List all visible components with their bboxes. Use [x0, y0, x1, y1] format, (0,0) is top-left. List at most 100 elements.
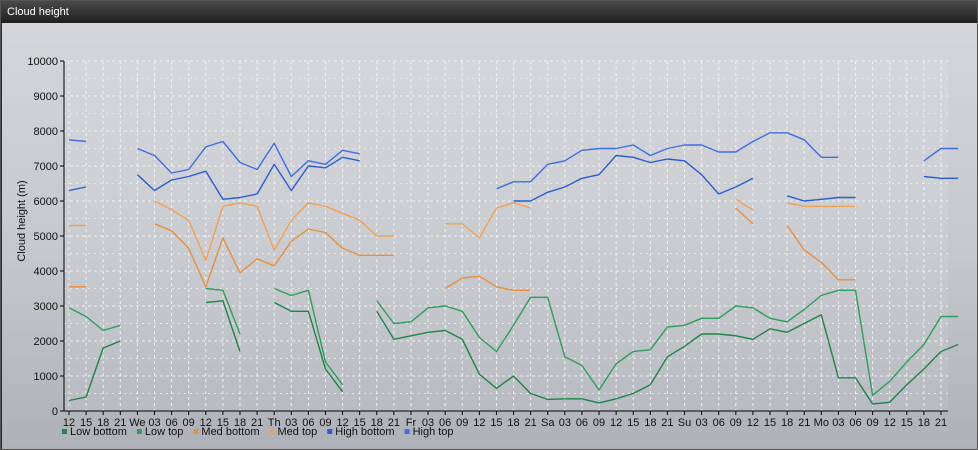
series-line-segment	[205, 300, 241, 352]
series-line-segment	[786, 202, 856, 208]
x-tick-label: 18	[371, 417, 383, 429]
x-tick-label: 09	[456, 417, 468, 429]
series-line-segment	[205, 287, 241, 335]
x-tick-label: 21	[114, 417, 126, 429]
y-tick-label: 0	[52, 406, 58, 418]
x-tick-label: 15	[764, 417, 776, 429]
legend-label: High top	[413, 426, 454, 438]
x-tick-label: 12	[473, 417, 485, 429]
x-tick-label: 12	[200, 417, 212, 429]
series-line-segment	[786, 225, 856, 281]
series-line-segment	[68, 307, 121, 332]
legend-label: Med top	[278, 426, 318, 438]
x-tick-label: 18	[97, 417, 109, 429]
x-tick-label: Su	[678, 417, 691, 429]
x-tick-label: 15	[490, 417, 502, 429]
x-tick-label: Th	[268, 417, 281, 429]
series-low-top	[68, 287, 959, 396]
x-tick-label: 21	[388, 417, 400, 429]
series-line-segment	[68, 139, 87, 143]
series-line-segment	[68, 186, 87, 192]
series-high-top	[68, 132, 959, 190]
y-tick-label: 3000	[34, 301, 58, 313]
x-tick-label: 21	[251, 417, 263, 429]
x-tick-label: 06	[302, 417, 314, 429]
series-line-segment	[273, 287, 344, 386]
legend-item: High top	[404, 426, 454, 438]
cloud-height-chart: 0 1000 2000 3000 4000 5000 6000 7000 8000 9000 100…	[16, 56, 959, 438]
x-tick-label: 12	[336, 417, 348, 429]
x-tick-label: 03	[832, 417, 844, 429]
legend-swatch	[327, 429, 333, 434]
window-title: Cloud height	[1, 1, 977, 23]
legend-label: High bottom	[335, 426, 394, 438]
x-tick-label: 12	[884, 417, 896, 429]
series-line-segment	[513, 154, 754, 202]
series-line-segment	[444, 275, 531, 291]
x-tick-label: 06	[849, 417, 861, 429]
x-tick-label: 15	[901, 417, 913, 429]
y-tick-label: 1000	[34, 371, 58, 383]
legend-swatch	[62, 429, 67, 434]
series-line-segment	[923, 175, 959, 180]
series-low-bottom	[68, 300, 959, 405]
legend-swatch	[136, 429, 142, 434]
x-tick-label: 09	[319, 417, 331, 429]
legend-label: Low top	[145, 426, 184, 438]
y-tick-label: 4000	[34, 266, 58, 278]
x-tick-label: 03	[559, 417, 571, 429]
y-tick-label: 9000	[34, 91, 58, 103]
y-tick-label: 2000	[34, 336, 58, 348]
legend-item: Med bottom	[193, 426, 260, 438]
x-tick-label: We	[129, 417, 145, 429]
x-tick-label: Fr	[406, 417, 417, 429]
x-tick-label: 06	[576, 417, 588, 429]
legend-item: Low bottom	[62, 426, 127, 438]
x-tick-label: 03	[696, 417, 708, 429]
y-tick-label: 6000	[34, 196, 58, 208]
series-line-segment	[923, 147, 959, 162]
series-line-segment	[496, 132, 839, 190]
x-tick-label: 12	[747, 417, 759, 429]
legend-item: Med top	[269, 426, 318, 438]
series-line-segment	[376, 310, 959, 405]
x-tick-label: 21	[798, 417, 810, 429]
y-tick-label: 7000	[34, 161, 58, 173]
x-tick-label: 09	[730, 417, 742, 429]
y-tick-label: 10000	[27, 56, 58, 68]
y-tick-label: 8000	[34, 126, 58, 138]
x-tick-label: 15	[80, 417, 92, 429]
x-tick-label: 09	[593, 417, 605, 429]
grid	[64, 60, 948, 412]
x-tick-label: 21	[935, 417, 947, 429]
y-tick-label: 5000	[34, 231, 58, 243]
x-tick-label: 03	[285, 417, 297, 429]
legend-swatch	[269, 429, 275, 434]
series-med-bottom	[69, 207, 856, 291]
x-tick-label: 21	[661, 417, 673, 429]
chart-panel: 0 1000 2000 3000 4000 5000 6000 7000 8000 9000 100…	[2, 23, 977, 449]
legend-label: Med bottom	[201, 426, 259, 438]
x-tick-label: 21	[525, 417, 537, 429]
legend-item: High bottom	[327, 426, 395, 438]
series-med-top	[69, 198, 856, 262]
x-tick-label: 12	[63, 417, 75, 429]
x-tick-label: 18	[781, 417, 793, 429]
x-tick-label: 15	[354, 417, 366, 429]
series-line-segment	[786, 195, 856, 202]
plot-area	[64, 61, 948, 411]
series-high-bottom	[68, 154, 959, 202]
x-tick-label: 18	[234, 417, 246, 429]
series-line-segment	[154, 200, 394, 262]
legend: Low bottom Low top Med bottom Med top High b…	[62, 426, 454, 438]
x-tick-label: 15	[217, 417, 229, 429]
x-tick-label: 15	[627, 417, 639, 429]
series-line-segment	[137, 140, 360, 178]
x-tick-label: 09	[183, 417, 195, 429]
x-tick-label: 03	[422, 417, 434, 429]
series-line-segment	[136, 156, 360, 201]
series-line-segment	[68, 340, 121, 402]
x-tick-label: Mo	[814, 417, 829, 429]
x-tick-label: 09	[866, 417, 878, 429]
axes: 0 1000 2000 3000 4000 5000 6000 7000 8000 9000 100…	[27, 56, 948, 429]
